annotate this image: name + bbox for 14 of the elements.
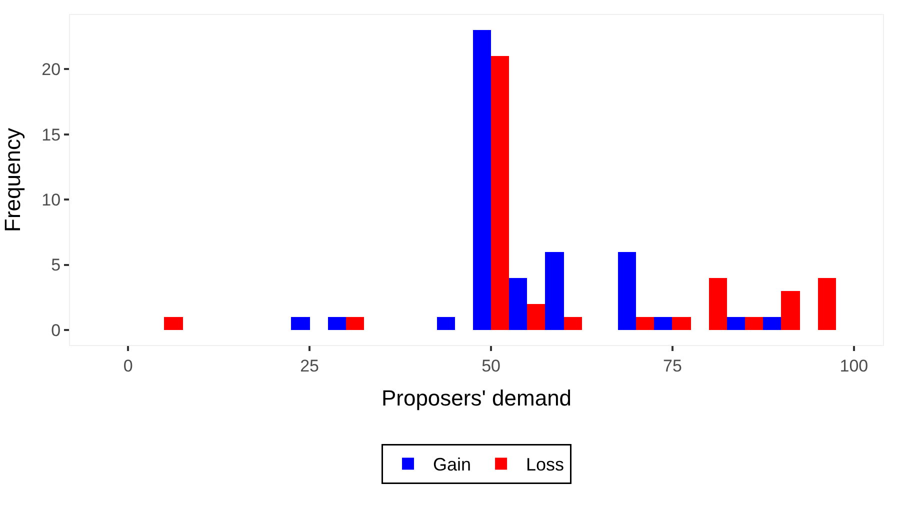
x-tick-label: 0 <box>123 356 133 376</box>
x-tick-label: 50 <box>482 356 500 376</box>
y-tick-label: 10 <box>42 190 61 210</box>
x-tick-label: 100 <box>840 356 868 376</box>
x-tick-label: 75 <box>663 356 682 376</box>
y-tick-label: 20 <box>42 60 61 80</box>
y-tick-label: 5 <box>51 256 61 275</box>
x-tick-label: 25 <box>300 356 319 376</box>
x-axis-title: Proposers' demand <box>381 385 572 410</box>
y-axis-title: Frequency <box>0 128 25 232</box>
y-tick-label: 15 <box>42 125 61 144</box>
y-tick-label: 0 <box>51 320 61 340</box>
legend-label: Loss <box>526 454 564 475</box>
legend-label: Gain <box>433 454 472 475</box>
